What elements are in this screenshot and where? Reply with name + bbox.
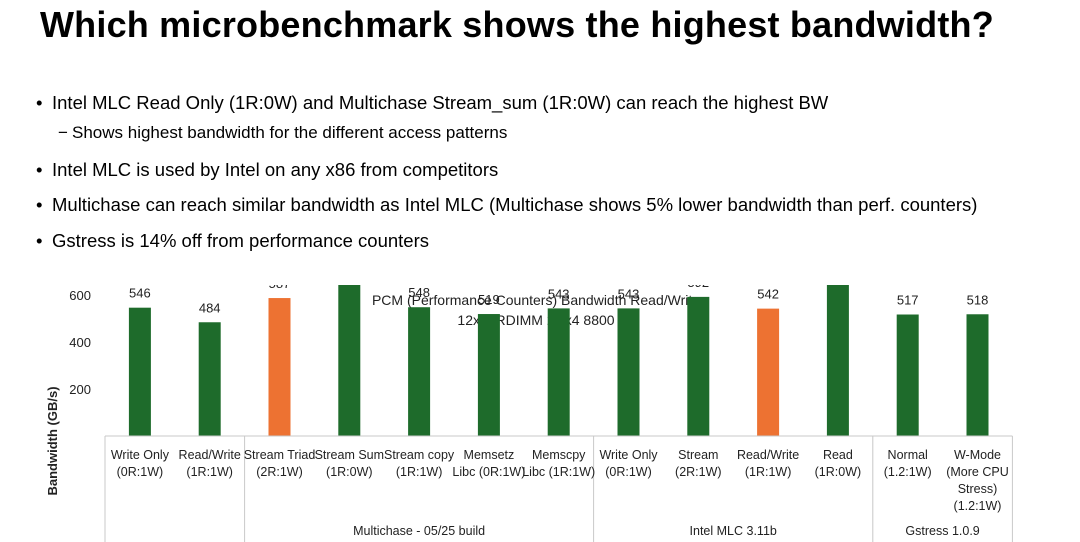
tick-label: (1.2:1W) — [954, 499, 1002, 513]
value-labels: 546484587743548519543543592542743517518 — [129, 285, 988, 315]
category-labels: Write Only (0R:1W) Read/Write (1R:1W) Stream… — [111, 448, 1009, 513]
bullet-4: • Gstress is 14% off from performance cou… — [36, 230, 429, 252]
group-label: Intel MLC 3.11b — [690, 524, 777, 538]
category-axis — [104, 435, 1013, 542]
y-tick-label: 400 — [69, 335, 91, 350]
tick-label: Memsetz — [464, 448, 515, 462]
bar — [338, 285, 361, 436]
y-axis-ticks: 200400600800 — [69, 288, 91, 397]
bullet-marker: • — [36, 159, 43, 180]
tick-label: (0R:1W) — [117, 465, 164, 479]
tick-label: (1R:1W) — [745, 465, 792, 479]
tick-label: (0R:1W) — [605, 465, 652, 479]
bar — [547, 308, 570, 436]
bullet-1-text: Intel MLC Read Only (1R:0W) and Multicha… — [52, 92, 829, 113]
bar — [757, 308, 780, 436]
tick-label: Read — [823, 448, 853, 462]
group-labels: Multichase - 05/25 build Intel MLC 3.11b G… — [353, 524, 980, 538]
tick-label: (1R:0W) — [326, 465, 373, 479]
bar — [826, 285, 849, 436]
y-tick-label: 600 — [69, 288, 91, 303]
tick-label: Stream Sum — [315, 448, 384, 462]
bar — [966, 314, 989, 436]
tick-label: W-Mode — [954, 448, 1001, 462]
data-label: 518 — [967, 292, 989, 307]
tick-label: (1R:1W) — [186, 465, 233, 479]
tick-label: Normal — [888, 448, 928, 462]
tick-label: Memscpy — [532, 448, 586, 462]
tick-label: Read/Write — [179, 448, 241, 462]
tick-label: Stress) — [958, 482, 998, 496]
bullet-marker: • — [36, 92, 43, 113]
bullet-2-text: Intel MLC is used by Intel on any x86 fr… — [52, 159, 499, 180]
bullet-4-text: Gstress is 14% off from performance coun… — [52, 230, 430, 251]
data-label: 592 — [687, 285, 709, 290]
sub-bullet-marker: − — [58, 123, 68, 142]
data-label: 587 — [269, 285, 291, 291]
data-label: 543 — [618, 286, 640, 301]
bar — [896, 314, 919, 436]
data-label: 519 — [478, 292, 500, 307]
bar — [268, 298, 291, 436]
bar — [477, 314, 500, 436]
bar-series — [128, 285, 989, 436]
y-axis-label: Bandwidth (GB/s) — [45, 386, 60, 495]
tick-label: Write Only — [111, 448, 170, 462]
bullet-2: • Intel MLC is used by Intel on any x86 f… — [36, 159, 498, 181]
tick-label: (More CPU — [946, 465, 1009, 479]
tick-label: Stream copy — [384, 448, 455, 462]
chart-title: PCM (Performance Counters) Bandwidth Rea… — [372, 292, 700, 308]
bullet-marker: • — [36, 230, 43, 251]
bullet-3: • Multichase can reach similar bandwidth … — [36, 194, 977, 216]
data-label: 542 — [757, 287, 779, 302]
tick-label: Read/Write — [737, 448, 799, 462]
bullet-1: • Intel MLC Read Only (1R:0W) and Multich… — [36, 92, 828, 114]
bar — [408, 307, 431, 436]
tick-label: (1.2:1W) — [884, 465, 932, 479]
bullet-marker: • — [36, 194, 43, 215]
slide-title: Which microbenchmark shows the highest b… — [40, 4, 994, 45]
bar — [687, 296, 710, 436]
group-label: Gstress 1.0.9 — [905, 524, 979, 538]
tick-label: (1R:1W) — [396, 465, 443, 479]
sub-bullet-1: − Shows highest bandwidth for the differe… — [58, 123, 507, 143]
bullet-3-text: Multichase can reach similar bandwidth a… — [52, 194, 978, 215]
group-label: Multichase - 05/25 build — [353, 524, 485, 538]
tick-label: Stream — [678, 448, 718, 462]
tick-label: (2R:1W) — [675, 465, 722, 479]
tick-label: (2R:1W) — [256, 465, 303, 479]
bar — [128, 307, 151, 436]
tick-label: Stream Triad — [244, 448, 316, 462]
data-label: 546 — [129, 286, 151, 301]
tick-label: Libc (1R:1W) — [522, 465, 595, 479]
data-label: 548 — [408, 285, 430, 300]
data-label: 517 — [897, 293, 919, 308]
tick-label: Write Only — [599, 448, 658, 462]
tick-label: (1R:0W) — [815, 465, 862, 479]
tick-label: Libc (0R:1W) — [452, 465, 525, 479]
data-label: 484 — [199, 300, 221, 315]
bar — [198, 322, 221, 436]
bandwidth-chart: PCM (Performance Counters) Bandwidth Rea… — [45, 285, 1013, 542]
sub-bullet-1-text: Shows highest bandwidth for the differen… — [72, 123, 508, 142]
y-tick-label: 200 — [69, 382, 91, 397]
data-label: 543 — [548, 286, 570, 301]
bar — [617, 308, 640, 436]
